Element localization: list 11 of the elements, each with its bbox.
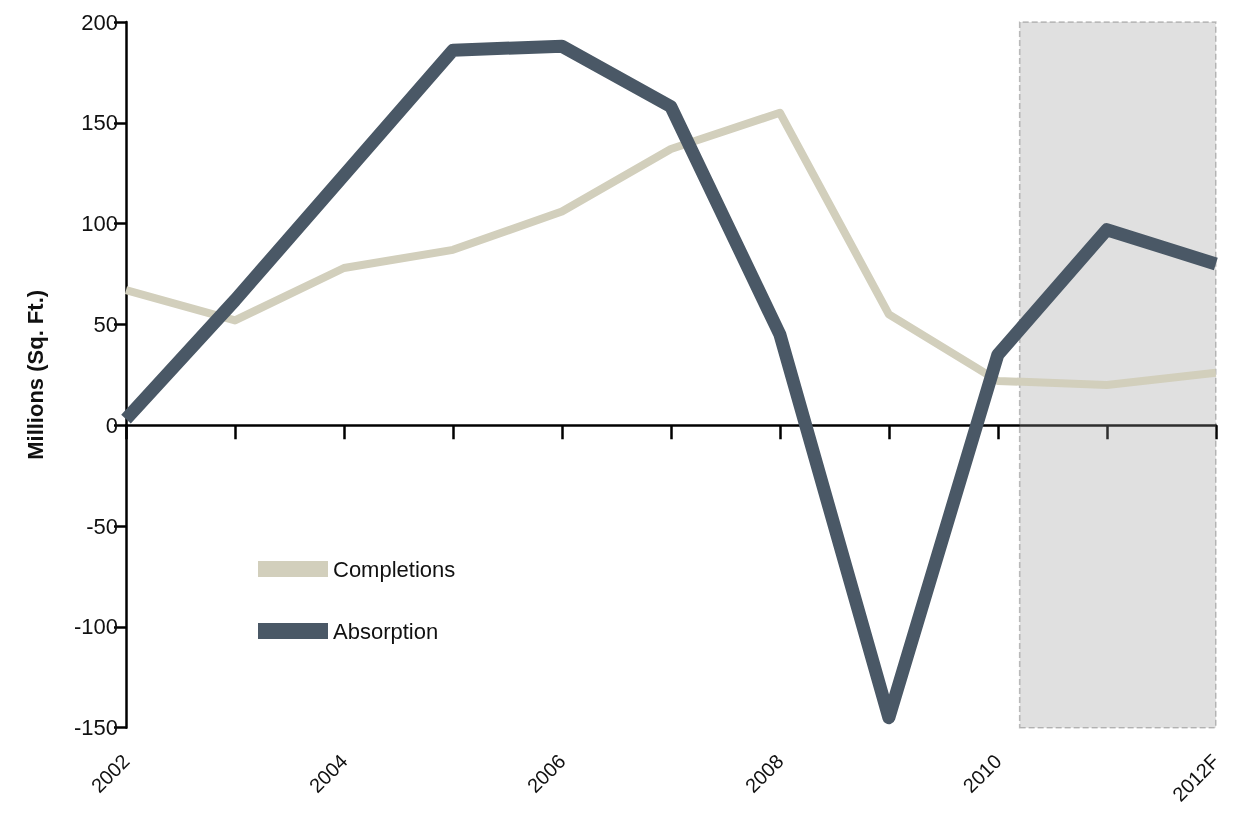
legend-label: Absorption [333, 618, 439, 644]
y-tick-label: 150 [81, 110, 118, 136]
legend-label: Completions [333, 556, 456, 582]
y-tick-label: -100 [73, 614, 118, 640]
y-tick-label: 50 [93, 311, 118, 337]
y-tick-label: 0 [105, 412, 118, 438]
y-tick-label: 200 [81, 9, 118, 35]
y-tick-label: -150 [73, 715, 118, 741]
y-tick-label: -50 [86, 513, 118, 539]
y-tick-label: 100 [81, 211, 118, 237]
y-axis-title: Millions (Sq. Ft.) [22, 289, 48, 460]
